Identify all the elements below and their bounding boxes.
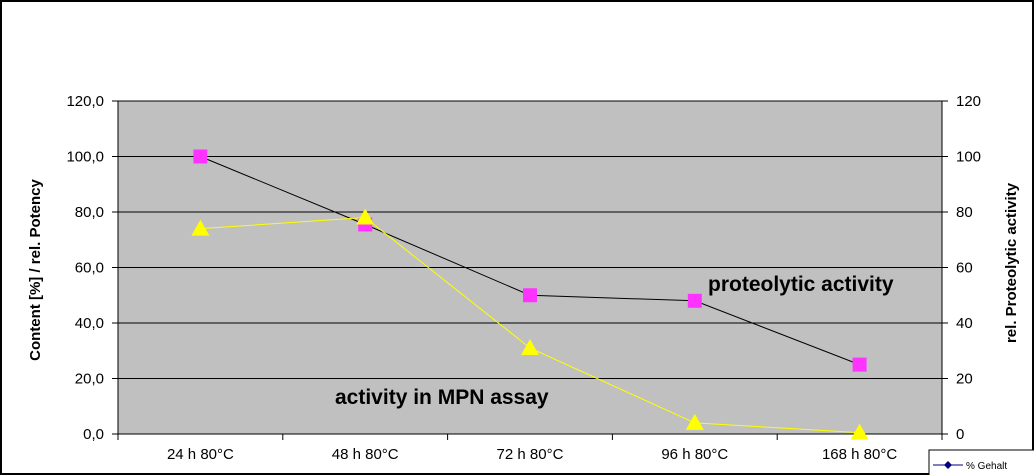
data-point-triangle: [685, 413, 704, 430]
right-tick-label: 40: [956, 315, 973, 332]
x-tick-label: 96 h 80°C: [661, 446, 728, 463]
annotation-mpn-assay: activity in MPN assay: [335, 386, 549, 409]
left-tick-label: 120,0: [66, 93, 104, 110]
left-tick-label: 20,0: [75, 371, 104, 388]
legend: % Gehaltrel. Potency: [928, 449, 1034, 475]
left-tick-label: 40,0: [75, 315, 104, 332]
data-point-triangle: [191, 219, 210, 236]
data-point-square: [523, 288, 537, 303]
data-point-triangle: [521, 338, 539, 355]
gridlines: [118, 100, 942, 379]
right-tick-label: 20: [956, 371, 973, 388]
legend-label: % Gehalt: [966, 461, 1007, 472]
legend-marker-diamond: [944, 461, 952, 469]
data-point-square: [687, 293, 702, 308]
left-tick-label: 0,0: [83, 426, 104, 443]
right-tick-label: 100: [956, 149, 981, 166]
y-axis-label: Content [%] / rel. Potency: [27, 179, 44, 361]
data-point-triangle: [850, 423, 869, 440]
x-tick-label: 168 h 80°C: [822, 446, 897, 463]
annotation-proteolytic-activity: proteolytic activity: [708, 273, 894, 296]
data-point-triangle: [356, 208, 375, 225]
right-tick-label: 80: [956, 204, 973, 221]
right-tick-label: 60: [956, 260, 973, 277]
x-tick-label: 48 h 80°C: [332, 446, 399, 463]
data-point-square: [193, 149, 208, 164]
left-tick-label: 80,0: [75, 204, 104, 221]
right-axis-ticks: 0 20 40 60 80 100 120: [942, 93, 981, 443]
x-tick-label: 24 h 80°C: [167, 446, 234, 463]
right-tick-label: 0: [956, 426, 964, 443]
left-tick-label: 100,0: [66, 149, 104, 166]
y2-axis-label: rel. Proteolytic activity: [1003, 182, 1020, 343]
series-group: [191, 149, 869, 440]
x-tick-label: 72 h 80°C: [497, 446, 564, 463]
left-tick-label: 60,0: [75, 260, 104, 277]
x-axis-ticks: 24 h 80°C 48 h 80°C 72 h 80°C 96 h 80°C 168 …: [117, 434, 943, 463]
left-axis-ticks: 0,0 20,0 40,0 60,0 80,0 100,0 120,0: [66, 93, 118, 443]
right-tick-label: 120: [956, 93, 981, 110]
data-point-square: [852, 357, 867, 372]
